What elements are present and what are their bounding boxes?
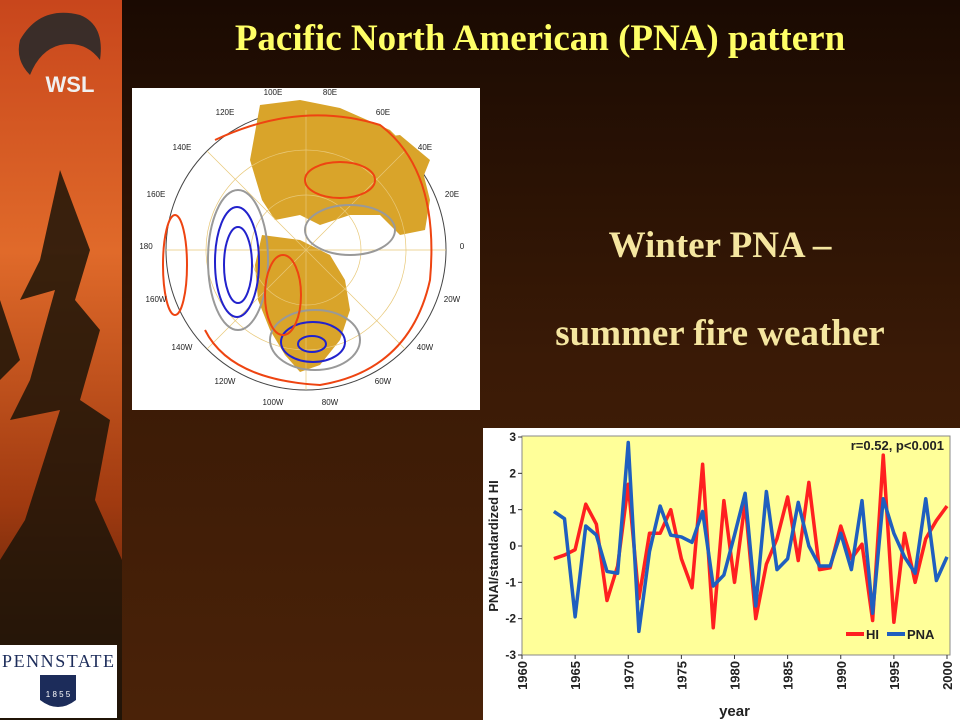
x-tick-label: 1985 (781, 661, 796, 690)
annotation: r=0.52, p<0.001 (851, 438, 944, 453)
logo-text: WSL (46, 72, 95, 97)
x-tick-label: 2000 (940, 661, 955, 690)
subtitle-line: Winter PNA – (609, 225, 832, 266)
map-label: 60W (375, 377, 392, 386)
map-label: 60E (376, 108, 390, 117)
subtitle-line: summer fire weather (555, 313, 884, 354)
x-tick-label: 1995 (887, 661, 902, 690)
map-label: 20W (444, 295, 461, 304)
y-tick-label: -3 (505, 648, 516, 662)
chart: -3 -2 -1 0 1 2 3 1960 1965 1970 1975 1980 1985 1990 19… (486, 430, 955, 720)
map-label: 140E (173, 143, 192, 152)
logo-year: 1 8 5 5 (46, 690, 71, 699)
map-label: 180 (139, 242, 153, 251)
y-tick-label: 3 (509, 430, 516, 444)
y-tick-label: 0 (509, 539, 516, 553)
x-axis-label: year (719, 703, 750, 720)
logo-text: PENNSTATE (2, 651, 114, 671)
y-tick-label: 2 (509, 466, 516, 480)
x-tick-label: 1965 (568, 661, 583, 690)
map-label: 100E (264, 88, 283, 97)
y-tick-label: -1 (505, 575, 516, 589)
y-axis-label: PNAI/standardized HI (486, 480, 501, 611)
map-label: 80W (322, 398, 339, 407)
map-label: 20E (445, 190, 459, 199)
pennstate-logo: PENNSTATE 1 8 5 5 (0, 645, 117, 718)
pna-map: 100E 80E 120E 60E 140E 40E 160E 20E 180 0 160W 20W 1… (132, 88, 480, 410)
map-label: 40W (417, 343, 434, 352)
map-label: 120E (216, 108, 235, 117)
x-tick-label: 1990 (834, 661, 849, 690)
map-label: 100W (263, 398, 284, 407)
map-label: 160E (147, 190, 166, 199)
x-tick-label: 1970 (621, 661, 636, 690)
y-tick-label: -2 (505, 612, 516, 626)
x-tick-label: 1975 (674, 661, 689, 690)
legend-label: PNA (907, 627, 935, 642)
y-tick-label: 1 (509, 503, 516, 517)
slide-title: Pacific North American (PNA) pattern (235, 18, 846, 59)
x-tick-label: 1980 (728, 661, 743, 690)
tree-silhouette (0, 170, 122, 720)
map-label: 40E (418, 143, 432, 152)
map-label: 80E (323, 88, 337, 97)
map-label: 120W (215, 377, 236, 386)
legend-label: HI (866, 627, 879, 642)
map-label: 160W (146, 295, 167, 304)
series-line (552, 440, 949, 634)
wsl-logo: WSL (18, 12, 101, 97)
x-tick-label: 1960 (515, 661, 530, 690)
map-label: 0 (460, 242, 465, 251)
map-label: 140W (172, 343, 193, 352)
